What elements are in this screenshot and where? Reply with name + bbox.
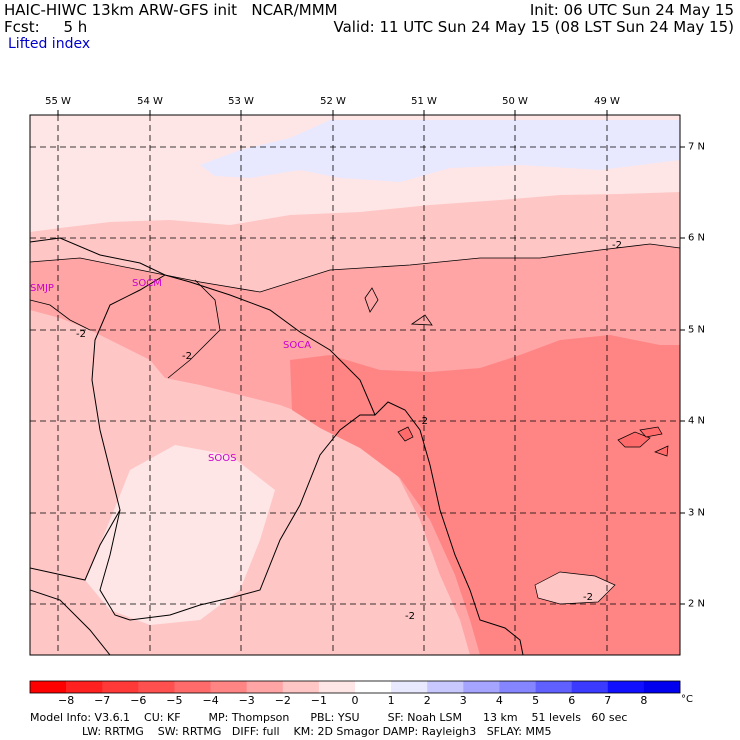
colorbar-swatch <box>174 681 211 693</box>
colorbar-tick-label: 4 <box>495 694 503 707</box>
coastline-borders <box>30 237 524 655</box>
lat-lon-grid <box>30 115 680 655</box>
colorbar-tick-label: −1 <box>310 694 327 707</box>
colorbar-swatch <box>66 681 103 693</box>
colorbar-tick-label: −5 <box>166 694 183 707</box>
colorbar-tick-label: 2 <box>423 694 431 707</box>
colorbar-swatch <box>535 681 572 693</box>
station-label: SOOS <box>208 453 237 464</box>
model-info-line1: Model Info: V3.6.1 CU: KF MP: Thompson P… <box>30 711 628 724</box>
colorbar-tick-label: −6 <box>130 694 147 707</box>
region-weak-pocket <box>534 571 616 605</box>
model-info-line2: LW: RRTMG SW: RRTMG DIFF: full KM: 2D Sm… <box>82 725 552 738</box>
lon-label: 51 W <box>411 96 437 107</box>
colorbar-swatch <box>571 681 609 693</box>
colorbar-tick-label: 8 <box>640 694 648 707</box>
colorbar-tick-label: −8 <box>57 694 75 707</box>
colorbar-tick-label: 5 <box>532 694 540 707</box>
lat-label: 5 N <box>688 324 706 336</box>
valid-time: Valid: 11 UTC Sun 24 May 15 (08 LST Sun … <box>333 18 734 36</box>
lat-label: 3 N <box>688 507 706 519</box>
colorbar-swatch <box>643 681 681 693</box>
contour-label: -2 <box>418 416 428 427</box>
colorbar-tick-label: −4 <box>202 694 219 707</box>
lon-label: 52 W <box>320 96 346 107</box>
colorbar-tick-label: 3 <box>459 694 467 707</box>
colorbar-swatch <box>282 681 320 693</box>
region-li-minus4-cell <box>617 431 651 448</box>
lat-label: 2 N <box>688 598 706 610</box>
lon-label: 53 W <box>228 96 254 107</box>
region-li-minus4-cell <box>397 426 414 442</box>
colorbar-swatch <box>607 681 645 693</box>
region-li-0-to-1 <box>200 120 680 182</box>
colorbar-swatch <box>499 681 536 693</box>
colorbar-swatch <box>318 681 356 693</box>
init-time: Init: 06 UTC Sun 24 May 15 <box>529 1 734 19</box>
lat-label: 6 N <box>688 232 706 244</box>
colorbar-swatch <box>210 681 247 693</box>
region-li-minus4-cell <box>654 445 669 457</box>
colorbar-swatch <box>427 681 464 693</box>
colorbar-tick-label: 0 <box>351 694 359 707</box>
colorbar-tick-label: −2 <box>274 694 291 707</box>
region-inland-light <box>85 445 275 625</box>
lat-label: 4 N <box>688 415 706 427</box>
lon-label: 55 W <box>45 96 71 107</box>
colorbar-swatch <box>246 681 284 693</box>
lat-label: 7 N <box>688 141 706 153</box>
model-title: HAIC-HIWC 13km ARW-GFS init NCAR/MMM <box>4 1 338 19</box>
colorbar-swatch <box>355 681 392 693</box>
colorbar-swatch <box>138 681 175 693</box>
colorbar-unit: °C <box>681 694 693 705</box>
field-name: Lifted index <box>8 36 91 52</box>
lon-label: 49 W <box>594 96 620 107</box>
contour-label: -2 <box>405 611 415 622</box>
station-label: SMJP <box>30 283 54 294</box>
lon-label: 54 W <box>137 96 163 107</box>
lon-label: 50 W <box>502 96 528 107</box>
map-frame <box>29 114 681 656</box>
colorbar-swatch <box>102 681 139 693</box>
station-label: SOCM <box>132 278 162 289</box>
colorbar-tick-label: 7 <box>604 694 612 707</box>
colorbar-tick-label: 6 <box>568 694 576 707</box>
colorbar-tick-label: −7 <box>94 694 111 707</box>
colorbar <box>29 680 681 694</box>
contour-label: -2 <box>583 592 593 603</box>
contour-label: -2 <box>612 240 622 251</box>
region-li-minus4-cell <box>639 426 663 438</box>
colorbar-swatch <box>463 681 500 693</box>
colorbar-tick-label: 1 <box>387 694 395 707</box>
colorbar-swatch <box>30 681 67 693</box>
colorbar-tick-label: −3 <box>238 694 255 707</box>
contour-label: -2 <box>76 329 86 340</box>
forecast-hour: Fcst: 5 h <box>4 18 88 36</box>
contour-label: -2 <box>182 351 192 362</box>
station-label: SOCA <box>283 340 312 351</box>
colorbar-swatch <box>391 681 428 693</box>
